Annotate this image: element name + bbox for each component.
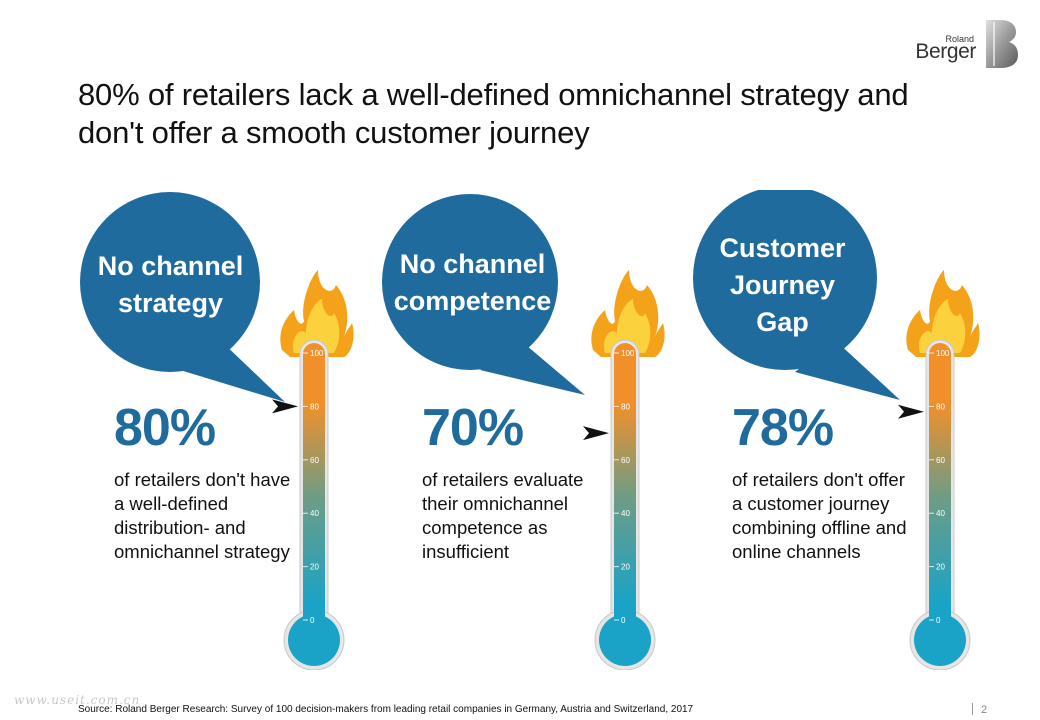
- flame-inner-icon: [293, 299, 340, 353]
- speech-bubble-tail: [180, 340, 285, 402]
- panel-no-channel-competence: 100 80 60 40 20 0 No channel competence 70% o…: [380, 190, 710, 670]
- page-divider: [972, 703, 973, 715]
- description: of retailers don't have a well-defined d…: [114, 469, 291, 562]
- panel-graphic: 100 80 60 40 20 0: [693, 190, 980, 670]
- tick-label: 100: [936, 349, 950, 358]
- tick-label: 0: [621, 616, 626, 625]
- page-number: 2: [972, 703, 987, 716]
- panel-graphic: 100 80 60 40 20 0: [80, 192, 354, 670]
- speech-bubble-tail: [480, 340, 585, 395]
- percent-value: 78%: [732, 399, 834, 457]
- speech-bubble-tail: [795, 340, 900, 400]
- tick-label: 100: [621, 349, 635, 358]
- thermometer-bulb: [914, 614, 966, 666]
- flame-inner-icon: [604, 299, 651, 353]
- tick-label: 80: [936, 402, 945, 411]
- panel-graphic: 100 80 60 40 20 0: [382, 194, 665, 670]
- panel-customer-journey-gap: 100 80 60 40 20 0 Customer Journey Gap 78% of…: [690, 190, 1020, 670]
- title-line-1: 80% of retailers lack a well-defined omn…: [78, 77, 909, 112]
- page-title: 80% of retailers lack a well-defined omn…: [78, 76, 938, 152]
- description: of retailers don't offer a customer jour…: [732, 469, 907, 562]
- percent-value: 80%: [114, 399, 216, 457]
- bubble-label: Customer Journey Gap: [719, 233, 846, 337]
- pointer-arrow-icon: [272, 399, 298, 414]
- tick-label: 60: [310, 456, 319, 465]
- thermometer-bulb: [288, 614, 340, 666]
- tick-label: 20: [621, 563, 630, 572]
- watermark: www.useit.com.cn: [14, 693, 141, 707]
- logo-b-mark-icon: [986, 20, 1018, 68]
- bubble-label: No channel strategy: [97, 251, 244, 318]
- tick-label: 100: [310, 349, 324, 358]
- thermometer-bulb: [599, 614, 651, 666]
- panel-no-channel-strategy: 100 80 60 40 20 0 No channel strategy 80% of …: [70, 190, 400, 670]
- roland-berger-logo: Roland Berger: [912, 18, 1022, 74]
- flame-inner-icon: [919, 299, 966, 353]
- thermometer-fill: [303, 343, 325, 650]
- tick-label: 20: [310, 563, 319, 572]
- pointer-arrow-icon: [583, 426, 609, 441]
- percent-value: 70%: [422, 399, 524, 457]
- tick-label: 0: [936, 616, 941, 625]
- tick-label: 40: [936, 509, 945, 518]
- tick-label: 40: [621, 509, 630, 518]
- tick-label: 20: [936, 563, 945, 572]
- speech-bubble: [80, 192, 260, 372]
- tick-label: 40: [310, 509, 319, 518]
- source-note: Source: Roland Berger Research: Survey o…: [78, 704, 694, 715]
- logo-text-big: Berger: [915, 40, 976, 63]
- tick-label: 80: [621, 402, 630, 411]
- tick-label: 60: [936, 456, 945, 465]
- tick-label: 80: [310, 402, 319, 411]
- tick-label: 0: [310, 616, 315, 625]
- bubble-label: No channel competence: [393, 249, 552, 316]
- tick-label: 60: [621, 456, 630, 465]
- thermometer-fill: [614, 343, 636, 650]
- thermometer-fill: [929, 343, 951, 650]
- logo-text-small: Roland: [945, 34, 974, 44]
- title-line-2: don't offer a smooth customer journey: [78, 115, 590, 150]
- speech-bubble: [693, 190, 877, 370]
- speech-bubble: [382, 194, 558, 370]
- description: of retailers evaluate their omnichannel …: [422, 469, 584, 562]
- pointer-arrow-icon: [898, 404, 924, 419]
